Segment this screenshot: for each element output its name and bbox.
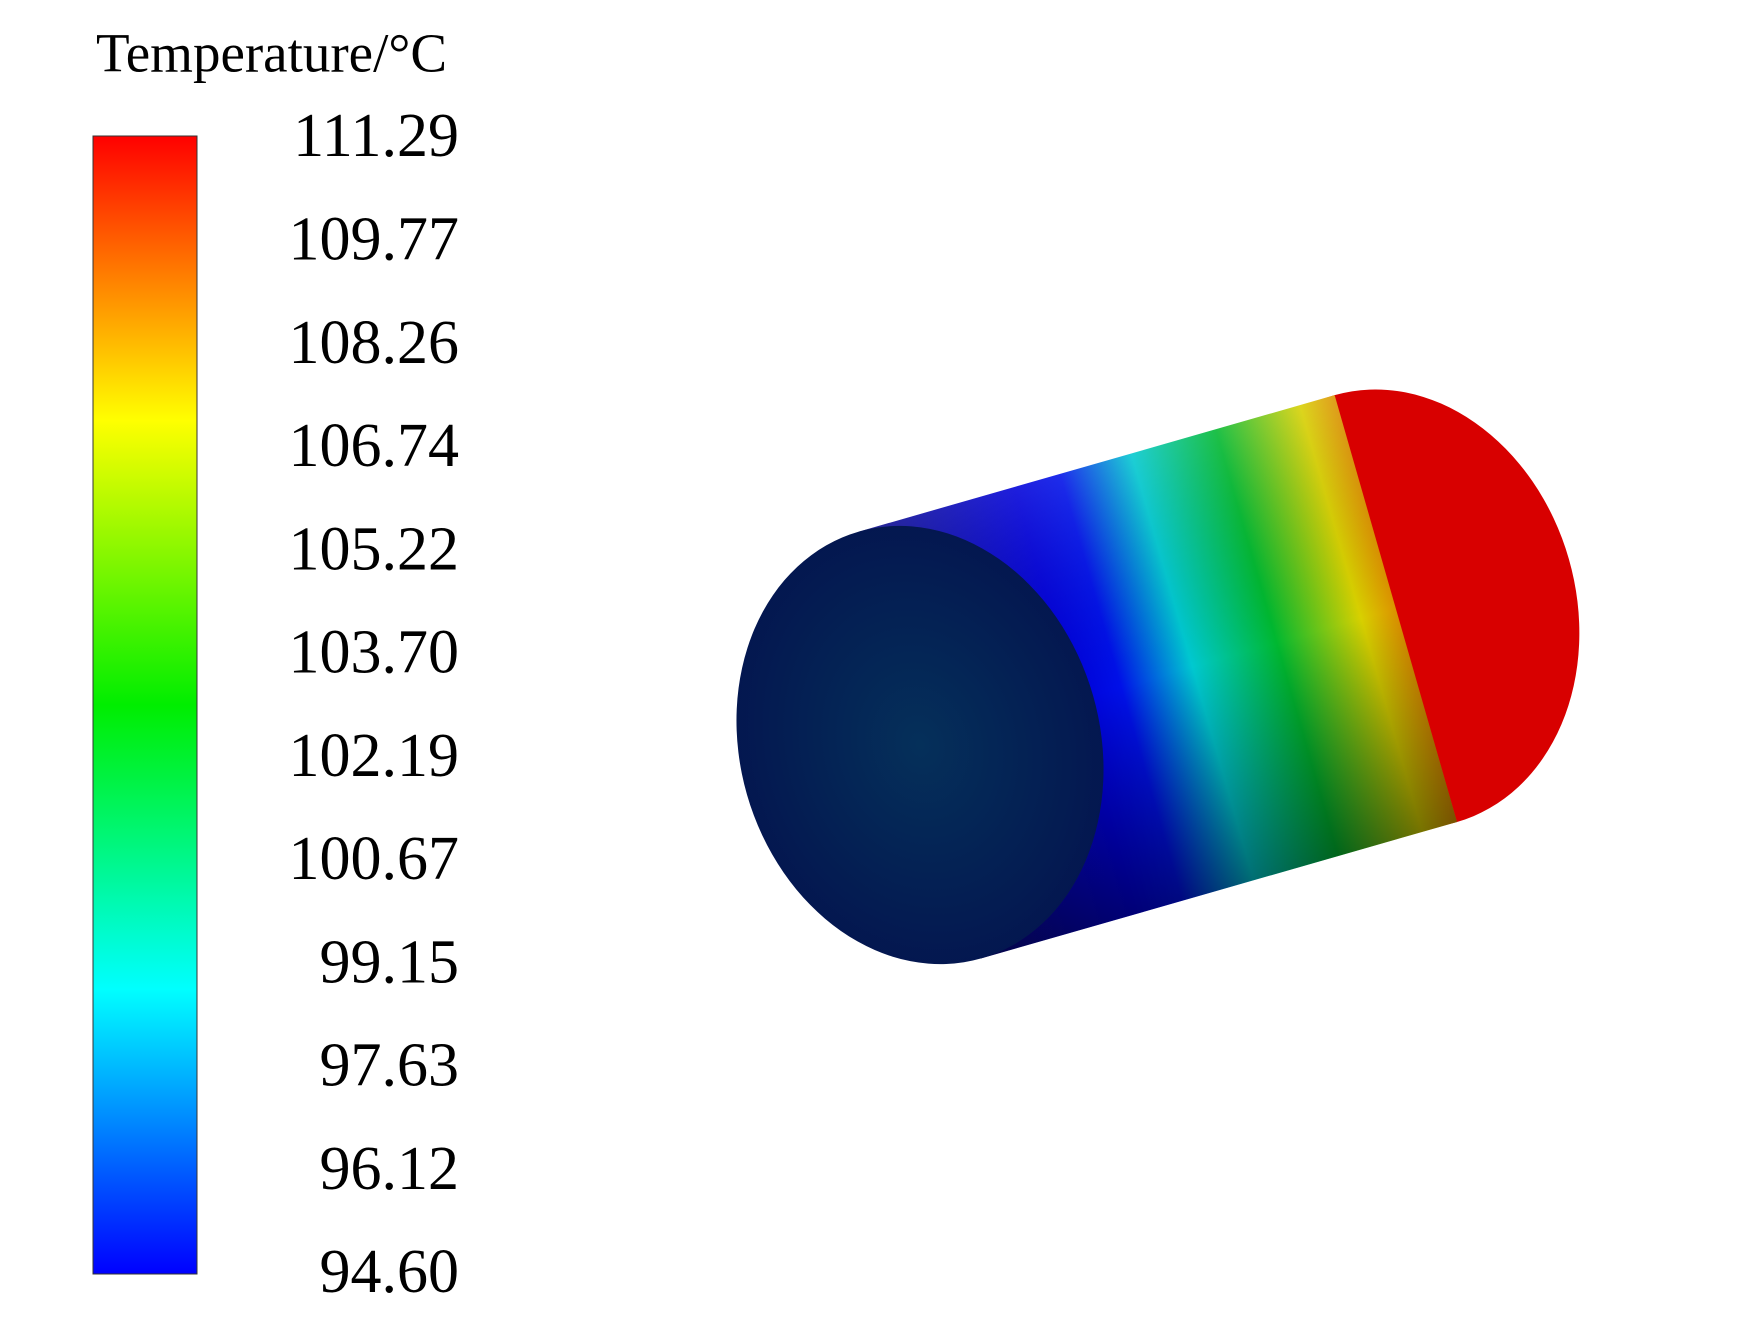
- legend-label: 105.22: [289, 515, 460, 583]
- legend-label: 100.67: [289, 825, 460, 893]
- legend-label: 109.77: [289, 206, 460, 274]
- legend-title: Temperature/°C: [96, 23, 447, 84]
- legend-label: 96.12: [320, 1135, 460, 1203]
- cylinder: [736, 389, 1580, 965]
- legend-label: 97.63: [320, 1032, 460, 1100]
- legend-label: 94.60: [320, 1238, 460, 1306]
- legend-label: 108.26: [289, 309, 460, 377]
- cylinder-cap: [736, 525, 1104, 965]
- legend-label: 103.70: [289, 619, 460, 687]
- color-bar: [92, 135, 198, 1275]
- legend-label: 102.19: [289, 722, 460, 790]
- legend-labels: 111.29 109.77 108.26 106.74 105.22 103.70 102.…: [289, 102, 460, 1306]
- legend-label: 99.15: [320, 928, 460, 996]
- legend-label: 106.74: [289, 412, 460, 480]
- legend-label: 111.29: [293, 102, 459, 170]
